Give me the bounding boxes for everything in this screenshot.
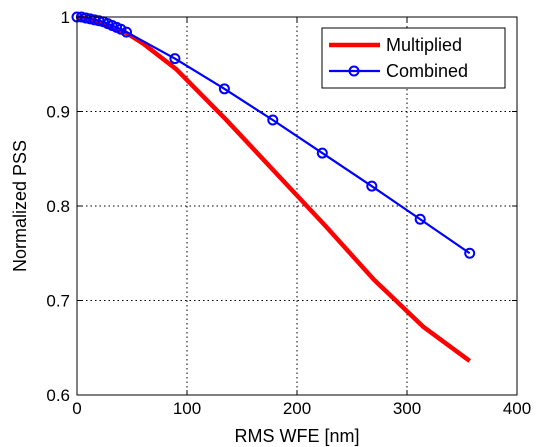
legend: Multiplied Combined (321, 27, 506, 89)
y-tick-label: 0.8 (46, 197, 70, 216)
x-tick-label: 0 (72, 399, 81, 418)
data-point-combined (121, 26, 132, 38)
data-point-combined (267, 114, 279, 126)
y-tick-label: 0.6 (46, 386, 70, 405)
axis-ticks: 0 100 200 300 400 0.6 0.7 0.8 0.9 1 (46, 8, 531, 418)
x-tick-label: 200 (283, 399, 311, 418)
data-point-combined (218, 83, 230, 95)
x-tick-label: 100 (173, 399, 201, 418)
data-point-combined (115, 23, 127, 35)
series-layer (71, 11, 476, 363)
data-point-combined (169, 53, 181, 65)
legend-label-multiplied: Multiplied (386, 35, 462, 55)
data-point-combined (414, 213, 426, 225)
y-axis-title: Normalized PSS (10, 140, 30, 272)
x-tick-label: 400 (503, 399, 531, 418)
x-axis-title: RMS WFE [nm] (235, 426, 360, 446)
y-tick-label: 0.7 (46, 292, 70, 311)
data-point-combined (316, 147, 328, 159)
y-tick-label: 0.9 (46, 103, 70, 122)
data-point-combined (366, 180, 378, 192)
legend-label-combined: Combined (386, 61, 468, 81)
legend-marker-combined (348, 65, 360, 77)
y-tick-label: 1 (61, 8, 70, 27)
data-point-combined (464, 247, 476, 259)
legend-box (321, 27, 506, 89)
x-tick-label: 300 (393, 399, 421, 418)
